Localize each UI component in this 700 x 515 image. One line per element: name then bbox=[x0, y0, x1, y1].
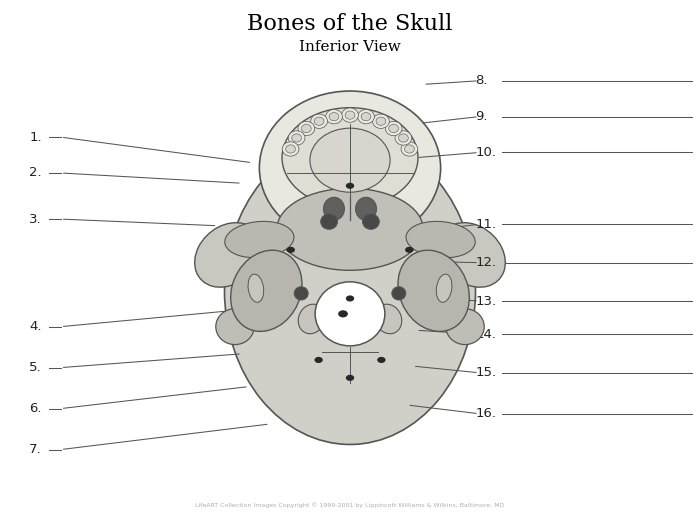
Ellipse shape bbox=[398, 134, 408, 142]
Ellipse shape bbox=[195, 222, 261, 287]
Ellipse shape bbox=[406, 221, 475, 258]
Circle shape bbox=[338, 310, 348, 317]
Text: 7.: 7. bbox=[29, 443, 42, 456]
Ellipse shape bbox=[286, 145, 295, 153]
Text: 9.: 9. bbox=[475, 110, 488, 123]
Ellipse shape bbox=[225, 221, 294, 258]
Ellipse shape bbox=[323, 197, 344, 220]
Ellipse shape bbox=[326, 110, 342, 124]
Text: 5.: 5. bbox=[29, 361, 42, 374]
Text: Inferior View: Inferior View bbox=[299, 41, 401, 55]
Circle shape bbox=[346, 296, 354, 302]
Ellipse shape bbox=[363, 214, 379, 229]
Text: 1.: 1. bbox=[29, 131, 42, 144]
Text: 10.: 10. bbox=[475, 146, 496, 159]
Ellipse shape bbox=[216, 308, 254, 345]
Text: LifeART Collection Images Copyright © 1999-2001 by Lippincott Williams & Wilkins: LifeART Collection Images Copyright © 19… bbox=[195, 503, 505, 508]
Ellipse shape bbox=[356, 197, 377, 220]
Ellipse shape bbox=[314, 117, 324, 125]
Ellipse shape bbox=[298, 304, 325, 334]
Ellipse shape bbox=[231, 250, 302, 331]
Ellipse shape bbox=[310, 128, 390, 192]
Ellipse shape bbox=[398, 250, 469, 331]
Ellipse shape bbox=[401, 142, 418, 156]
Text: 3.: 3. bbox=[29, 213, 42, 226]
Text: Bones of the Skull: Bones of the Skull bbox=[247, 13, 453, 36]
Ellipse shape bbox=[329, 113, 339, 121]
Ellipse shape bbox=[358, 110, 374, 124]
Ellipse shape bbox=[436, 274, 452, 302]
Circle shape bbox=[346, 183, 354, 189]
Ellipse shape bbox=[315, 282, 385, 346]
Ellipse shape bbox=[248, 274, 264, 302]
Text: 16.: 16. bbox=[475, 407, 496, 420]
Text: 8.: 8. bbox=[475, 74, 488, 87]
Ellipse shape bbox=[321, 214, 337, 229]
Circle shape bbox=[314, 357, 323, 363]
Ellipse shape bbox=[311, 114, 328, 128]
Ellipse shape bbox=[345, 111, 355, 119]
Text: 13.: 13. bbox=[475, 295, 496, 307]
Ellipse shape bbox=[276, 188, 424, 270]
Ellipse shape bbox=[372, 114, 389, 128]
Ellipse shape bbox=[294, 287, 308, 300]
Ellipse shape bbox=[260, 91, 440, 245]
Ellipse shape bbox=[446, 308, 484, 345]
Text: 12.: 12. bbox=[475, 256, 496, 269]
Ellipse shape bbox=[439, 222, 505, 287]
Ellipse shape bbox=[376, 117, 386, 125]
Ellipse shape bbox=[361, 113, 371, 121]
Ellipse shape bbox=[405, 145, 414, 153]
Ellipse shape bbox=[282, 142, 299, 156]
Ellipse shape bbox=[392, 287, 406, 300]
Ellipse shape bbox=[225, 137, 475, 444]
Text: 11.: 11. bbox=[475, 218, 496, 231]
Ellipse shape bbox=[375, 304, 402, 334]
Text: 15.: 15. bbox=[475, 366, 496, 379]
Ellipse shape bbox=[302, 125, 312, 132]
Text: 14.: 14. bbox=[475, 328, 496, 341]
Circle shape bbox=[377, 357, 386, 363]
Ellipse shape bbox=[298, 122, 315, 135]
Ellipse shape bbox=[342, 108, 358, 122]
Circle shape bbox=[286, 247, 295, 253]
Circle shape bbox=[405, 247, 414, 253]
Ellipse shape bbox=[288, 131, 305, 145]
Ellipse shape bbox=[292, 134, 302, 142]
Ellipse shape bbox=[282, 108, 418, 208]
Text: 6.: 6. bbox=[29, 402, 42, 415]
Text: 4.: 4. bbox=[29, 320, 42, 333]
Ellipse shape bbox=[385, 122, 402, 135]
Circle shape bbox=[346, 375, 354, 381]
Ellipse shape bbox=[395, 131, 412, 145]
Ellipse shape bbox=[389, 125, 398, 132]
Text: 2.: 2. bbox=[29, 166, 42, 180]
